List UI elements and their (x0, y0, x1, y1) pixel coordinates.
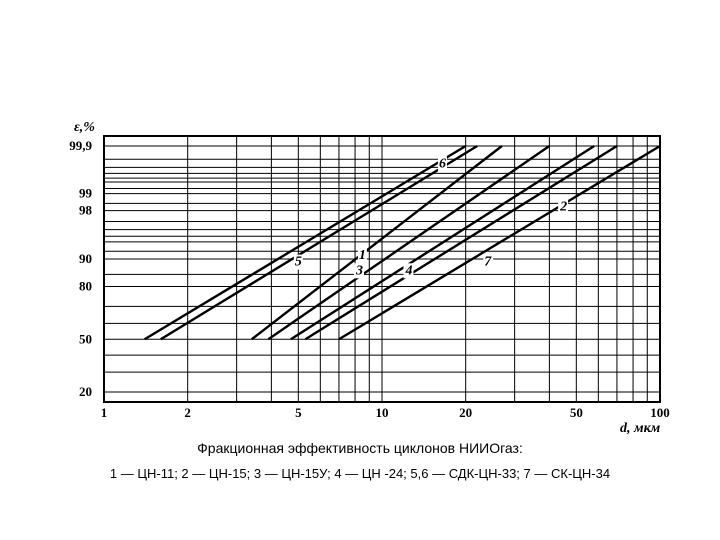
series-label-background (558, 199, 569, 215)
figure-caption-title: Фракционная эффективность циклонов НИИОг… (197, 440, 523, 456)
x-tick-label: 20 (459, 405, 472, 420)
series-label-background (354, 263, 365, 279)
series-label-background (403, 263, 414, 279)
series-label-6: 6 (439, 156, 446, 171)
series-label-7: 7 (484, 255, 492, 270)
series-label-background (437, 156, 447, 172)
series-label-background (357, 247, 367, 263)
efficiency-chart: 1 2 3 4 5 6 7 1 2 5 10 20 50 100 20 50 80 90 98 99 99,9 ε,… (69, 120, 670, 436)
x-tick-label: 2 (184, 405, 191, 420)
series-labels: 1 2 3 4 5 6 7 (293, 156, 569, 279)
y-tick-label: 90 (79, 251, 92, 266)
y-tick-label: 99 (79, 186, 93, 201)
y-tick-label: 50 (79, 331, 92, 346)
series-line-6 (144, 144, 467, 341)
y-tick-label: 80 (79, 279, 92, 294)
plot-frame (103, 135, 661, 403)
series-label-2: 2 (559, 200, 567, 215)
series-label-4: 4 (404, 263, 412, 278)
series-label-background (293, 254, 303, 270)
series-label-1: 1 (359, 248, 366, 263)
series-line-7 (338, 144, 661, 341)
y-tick-label: 98 (79, 203, 93, 218)
x-tick-label: 10 (376, 405, 389, 420)
series-line-4 (304, 144, 618, 341)
series-line-3 (267, 145, 551, 341)
x-tick-labels: 1 2 5 10 20 50 100 (101, 405, 670, 420)
series-label-3: 3 (355, 263, 363, 278)
chart-grid (103, 136, 661, 402)
series-line-1 (251, 145, 503, 341)
series-line-5 (160, 144, 478, 341)
series-line-2 (290, 144, 595, 341)
x-tick-label: 50 (570, 405, 583, 420)
y-axis-label: ε,% (74, 120, 95, 135)
y-tick-label: 20 (79, 384, 92, 399)
x-tick-label: 100 (650, 405, 670, 420)
series-label-5: 5 (295, 255, 302, 270)
figure-caption-legend: 1 — ЦН-11; 2 — ЦН-15; 3 — ЦН-15У; 4 — ЦН… (109, 466, 611, 481)
x-tick-label: 5 (295, 405, 302, 420)
x-axis-label: d, мкм (620, 421, 661, 436)
series-label-background (483, 254, 494, 270)
x-tick-label: 1 (101, 405, 108, 420)
series-lines (144, 144, 661, 341)
y-tick-labels: 20 50 80 90 98 99 99,9 (69, 138, 92, 399)
y-tick-label: 99,9 (69, 138, 92, 153)
